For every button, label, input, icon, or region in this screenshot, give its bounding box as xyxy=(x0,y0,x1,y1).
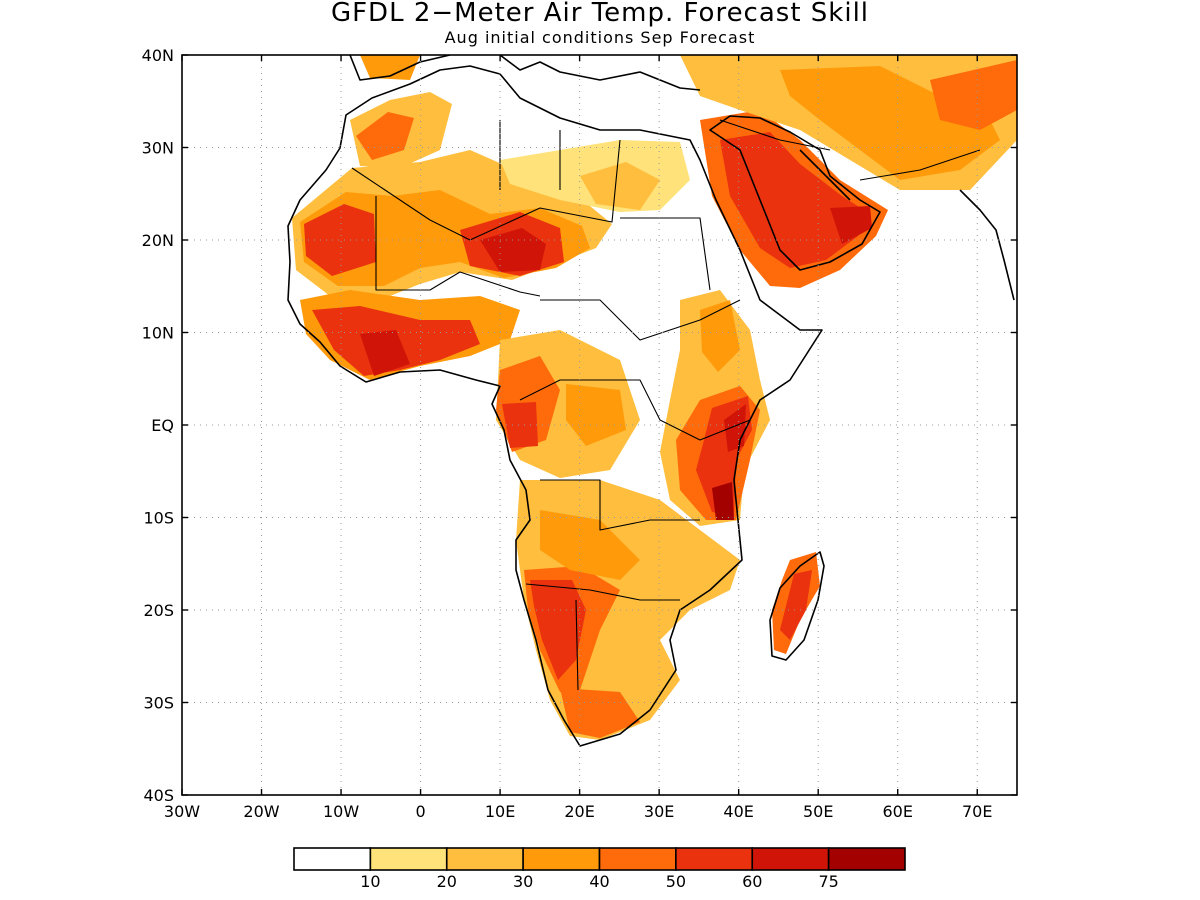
skill-region xyxy=(502,402,538,448)
colorbar-swatch xyxy=(445,847,524,871)
madagascar-coastline xyxy=(769,551,825,661)
gulf-coastline xyxy=(799,149,851,201)
skill-region xyxy=(360,330,410,376)
lat-tick-label: 20S xyxy=(143,601,174,620)
colorbar-label: 30 xyxy=(513,872,533,891)
lat-tick-label: 20N xyxy=(142,231,174,250)
colorbar-label: 40 xyxy=(589,872,609,891)
skill-region xyxy=(780,570,812,640)
lon-tick-label: 20E xyxy=(564,802,594,821)
skill-region xyxy=(930,60,1017,130)
colorbar-swatch xyxy=(293,847,372,871)
country-border xyxy=(540,479,700,531)
colorbar: 10 20 30 40 50 60 75 xyxy=(293,847,906,891)
skill-region xyxy=(360,55,420,80)
skill-region xyxy=(560,688,640,738)
lon-tick-label: 40E xyxy=(723,802,753,821)
colorbar-swatch xyxy=(827,847,906,871)
colorbar-label: 75 xyxy=(818,872,838,891)
colorbar-label: 50 xyxy=(666,872,686,891)
country-border xyxy=(540,299,741,341)
lat-tick-label: EQ xyxy=(151,416,174,435)
country-border xyxy=(620,217,711,291)
lon-tick-label: 0 xyxy=(415,802,425,821)
colorbar-label: 20 xyxy=(437,872,457,891)
country-border xyxy=(719,119,981,181)
skill-region xyxy=(530,580,586,680)
colorbar-swatch xyxy=(369,847,448,871)
europe-coastline xyxy=(349,55,451,81)
lat-tick-label: 10S xyxy=(143,509,174,528)
lat-tick-label: 30S xyxy=(143,694,174,713)
skill-region xyxy=(780,66,1000,180)
lat-tick-label: 30N xyxy=(142,139,174,158)
country-border xyxy=(575,599,579,691)
lat-tick-label: 40N xyxy=(142,46,174,65)
skill-region xyxy=(480,228,546,272)
map-subtitle: Aug initial conditions Sep Forecast xyxy=(444,28,756,47)
skill-shading xyxy=(292,55,1017,740)
skill-region xyxy=(304,204,376,276)
lat-tick-label: 10N xyxy=(142,324,174,343)
skill-region xyxy=(566,384,626,446)
skill-region xyxy=(830,206,872,244)
skill-region xyxy=(356,112,414,160)
lon-tick-label: 10E xyxy=(485,802,515,821)
lon-tick-label: 20W xyxy=(243,802,279,821)
skill-region xyxy=(720,132,870,268)
skill-region xyxy=(540,510,640,580)
arabia-coastline xyxy=(709,115,881,271)
map-title: GFDL 2−Meter Air Temp. Forecast Skill xyxy=(330,0,870,28)
lon-tick-label: 10W xyxy=(323,802,359,821)
colorbar-label: 60 xyxy=(742,872,762,891)
lon-tick-label: 50E xyxy=(803,802,833,821)
colorbar-label: 10 xyxy=(360,872,380,891)
coastlines xyxy=(287,55,1015,747)
colorbar-swatch xyxy=(675,847,754,871)
colorbar-swatch xyxy=(751,847,830,871)
skill-region xyxy=(580,162,660,210)
axis-ticks: 30W 20W 10W 0 10E 20E 30E 40E 50E 60E 70E 40N 30N 20N… xyxy=(142,46,1017,821)
africa-coastline xyxy=(287,65,823,747)
country-border xyxy=(499,120,561,190)
skill-region xyxy=(712,482,734,520)
lat-tick-label: 40S xyxy=(143,786,174,805)
country-border xyxy=(375,196,541,297)
lon-tick-label: 30E xyxy=(644,802,674,821)
colorbar-swatch xyxy=(522,847,601,871)
country-border xyxy=(351,139,621,241)
india-coastline xyxy=(959,189,1015,301)
colorbar-swatch xyxy=(598,847,677,871)
country-border xyxy=(525,583,680,601)
lon-tick-label: 60E xyxy=(882,802,912,821)
country-border xyxy=(519,379,751,441)
europe-coastline xyxy=(499,55,701,91)
skill-region xyxy=(700,300,740,372)
lon-tick-label: 70E xyxy=(962,802,992,821)
lon-tick-label: 30W xyxy=(164,802,200,821)
